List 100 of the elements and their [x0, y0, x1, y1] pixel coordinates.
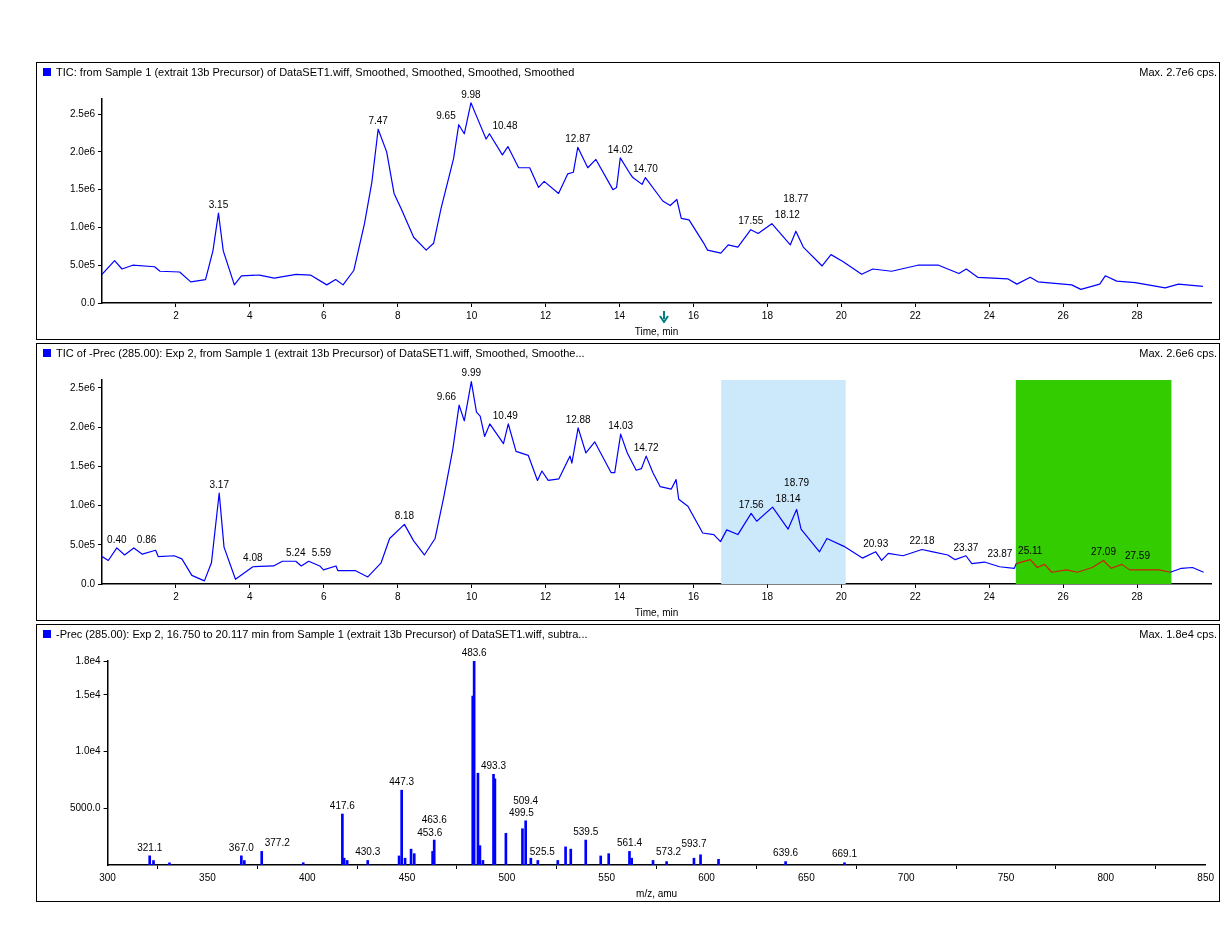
bar — [243, 860, 246, 865]
annotation: 453.6 — [417, 827, 443, 839]
annotation: 4.08 — [243, 552, 264, 564]
x-tick-label: 850 — [1197, 871, 1215, 883]
annotation: 9.99 — [461, 367, 482, 379]
bar — [432, 839, 436, 865]
bar — [400, 789, 403, 865]
bar — [717, 859, 720, 865]
x-tick-label: 18 — [761, 590, 774, 602]
annotation: 593.7 — [681, 837, 707, 849]
x-tick-label: 28 — [1131, 309, 1144, 321]
x-axis-title: m/z, amu — [636, 887, 678, 899]
annotation: 18.12 — [774, 209, 801, 221]
x-tick-label: 12 — [540, 590, 552, 602]
annotation: 20.93 — [863, 537, 889, 549]
y-tick-label: 1.0e6 — [69, 499, 96, 511]
x-tick-label: 400 — [298, 871, 317, 883]
bar — [843, 862, 846, 865]
annotation: 5.59 — [311, 547, 332, 558]
x-tick-label: 2 — [173, 590, 180, 602]
y-tick-label: 1.0e6 — [69, 221, 96, 233]
x-tick-label: 6 — [321, 309, 328, 321]
bar — [301, 862, 305, 865]
annotation: 321.1 — [137, 841, 163, 853]
bar — [556, 860, 560, 865]
annotation: 573.2 — [656, 846, 682, 858]
annotation: 18.14 — [775, 492, 802, 504]
annotation: 669.1 — [831, 848, 858, 860]
annotation: 3.17 — [209, 478, 230, 490]
text: Max. 1.8e4 cps. — [1139, 628, 1217, 640]
annotation: 18.79 — [784, 477, 810, 489]
y-tick-label: 1.8e4 — [75, 654, 102, 666]
bar — [240, 855, 243, 865]
annotation: 5.24 — [285, 547, 306, 558]
bar — [260, 851, 264, 865]
x-tick-label: 550 — [598, 871, 616, 883]
x-tick-label: 28 — [1131, 590, 1144, 602]
x-tick-label: 4 — [247, 590, 254, 602]
x-tick-label: 16 — [687, 309, 700, 321]
x-tick-label: 24 — [983, 590, 996, 602]
bar — [168, 862, 171, 865]
annotation: 22.18 — [909, 535, 935, 547]
text: Max. 2.6e6 cps. — [1139, 347, 1217, 359]
x-tick-label: 14 — [613, 590, 626, 602]
annotation: 14.70 — [632, 163, 659, 175]
y-tick-label: 2.5e6 — [69, 107, 96, 119]
x-tick-label: 700 — [897, 871, 915, 883]
annotation: 25.11 — [1018, 545, 1043, 557]
annotation: 12.87 — [565, 133, 591, 145]
y-tick-label: 5.0e5 — [69, 258, 96, 270]
text: Max. 2.7e6 cps. — [1139, 66, 1217, 78]
annotation: 463.6 — [421, 813, 448, 825]
bar — [569, 848, 573, 865]
x-tick-label: 2 — [173, 309, 180, 321]
x-tick-label: 10 — [466, 590, 478, 602]
annotation: 499.5 — [508, 807, 535, 819]
annotation: 27.09 — [1090, 546, 1117, 558]
x-tick-label: 12 — [540, 309, 552, 321]
bar — [584, 839, 588, 865]
x-axis-title: Time, min — [634, 606, 679, 618]
y-tick-label: 1.5e6 — [69, 183, 96, 195]
y-tick-label: 0.0 — [81, 296, 96, 308]
chart-title: -Prec (285.00): Exp 2, 16.750 to 20.117 min from Sample 1 (extrait 13b Precursor) of DataSET1.wiff, subtra... — [56, 628, 588, 640]
annotation: 367.0 — [228, 841, 255, 853]
annotation: 17.55 — [738, 215, 764, 227]
y-tick-label: 5.0e5 — [69, 538, 96, 550]
x-tick-label: 16 — [687, 590, 700, 602]
annotation: 539.5 — [573, 825, 599, 837]
y-tick-label: 2.5e6 — [69, 381, 96, 393]
annotation: 23.37 — [953, 541, 979, 553]
annotation: 27.59 — [1124, 550, 1151, 562]
x-tick-label: 26 — [1057, 309, 1070, 321]
x-tick-label: 18 — [761, 309, 774, 321]
annotation: 10.49 — [492, 409, 519, 421]
chart-title: TIC: from Sample 1 (extrait 13b Precursor) of DataSET1.wiff, Smoothed, Smoothed, Smoothed, Smoothed — [56, 66, 575, 78]
bar — [366, 860, 370, 865]
x-tick-label: 4 — [247, 309, 254, 321]
x-tick-label: 10 — [466, 309, 478, 321]
annotation: 14.02 — [607, 143, 634, 155]
y-tick-label: 5000.0 — [69, 802, 102, 814]
annotation: 430.3 — [355, 846, 381, 858]
annotation: 447.3 — [389, 775, 415, 787]
x-tick-label: 500 — [498, 871, 516, 883]
x-tick-label: 14 — [613, 309, 626, 321]
annotation: 0.86 — [136, 533, 157, 545]
x-tick-label: 350 — [199, 871, 217, 883]
annotation: 9.66 — [436, 390, 457, 402]
bar — [564, 846, 567, 865]
annotation: 377.2 — [264, 837, 291, 849]
x-tick-label: 650 — [798, 871, 816, 883]
annotation: 8.18 — [394, 510, 415, 522]
annotation: 639.6 — [773, 847, 799, 859]
y-tick-label: 1.5e4 — [75, 688, 102, 700]
annotation: 509.4 — [513, 794, 539, 806]
y-tick-label: 2.0e6 — [69, 420, 96, 432]
annotation: 10.48 — [492, 119, 518, 131]
x-tick-label: 24 — [983, 309, 996, 321]
bar — [699, 854, 702, 865]
bar — [607, 853, 611, 865]
annotation: 23.87 — [987, 547, 1013, 559]
